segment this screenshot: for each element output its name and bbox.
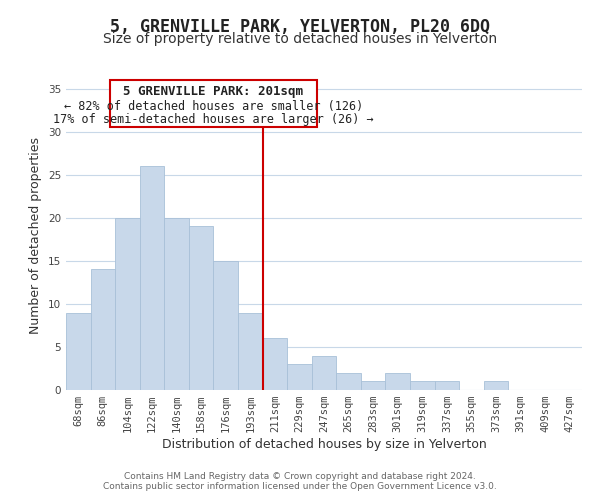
Bar [263, 338, 287, 390]
Bar [336, 373, 361, 390]
Bar [385, 373, 410, 390]
Bar [434, 382, 459, 390]
Text: ← 82% of detached houses are smaller (126): ← 82% of detached houses are smaller (12… [64, 100, 363, 113]
Bar [361, 382, 385, 390]
Bar [115, 218, 140, 390]
Text: Size of property relative to detached houses in Yelverton: Size of property relative to detached ho… [103, 32, 497, 46]
Text: 5 GRENVILLE PARK: 201sqm: 5 GRENVILLE PARK: 201sqm [124, 85, 304, 98]
Bar [140, 166, 164, 390]
Bar [312, 356, 336, 390]
Text: 5, GRENVILLE PARK, YELVERTON, PL20 6DQ: 5, GRENVILLE PARK, YELVERTON, PL20 6DQ [110, 18, 490, 36]
Bar [164, 218, 189, 390]
X-axis label: Distribution of detached houses by size in Yelverton: Distribution of detached houses by size … [161, 438, 487, 451]
Text: 17% of semi-detached houses are larger (26) →: 17% of semi-detached houses are larger (… [53, 112, 374, 126]
Bar [66, 312, 91, 390]
FancyBboxPatch shape [110, 80, 317, 128]
Text: Contains public sector information licensed under the Open Government Licence v3: Contains public sector information licen… [103, 482, 497, 491]
Bar [214, 261, 238, 390]
Y-axis label: Number of detached properties: Number of detached properties [29, 136, 43, 334]
Text: Contains HM Land Registry data © Crown copyright and database right 2024.: Contains HM Land Registry data © Crown c… [124, 472, 476, 481]
Bar [91, 270, 115, 390]
Bar [410, 382, 434, 390]
Bar [189, 226, 214, 390]
Bar [484, 382, 508, 390]
Bar [287, 364, 312, 390]
Bar [238, 312, 263, 390]
